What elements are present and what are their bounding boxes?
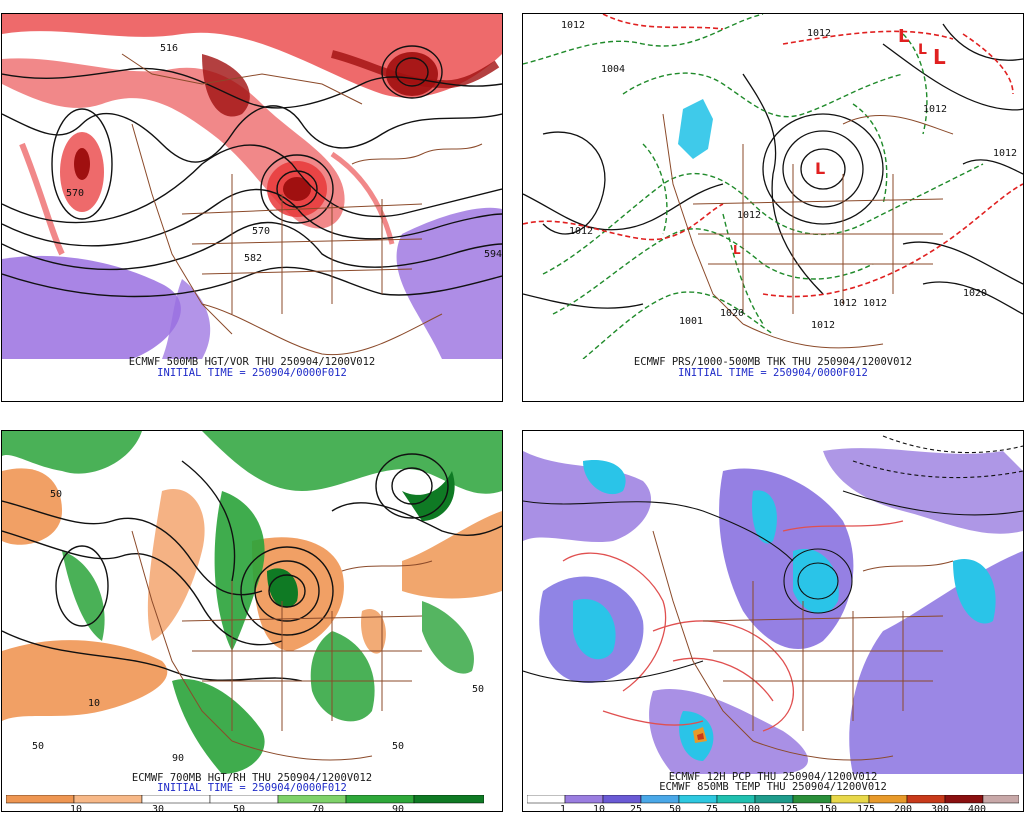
- precip-colorbar: [527, 795, 1019, 804]
- colorbar-tick: 25: [629, 804, 643, 812]
- contour-label: 1012: [993, 148, 1017, 159]
- colorbar-tick: 1: [559, 804, 567, 812]
- contour-label: 90: [172, 753, 184, 764]
- svg-text:L: L: [918, 42, 927, 58]
- panel-precip-850mb-temp: ECMWF 12H PCP THU 250904/1200V012 ECMWF …: [522, 430, 1024, 812]
- contour-label: 516: [160, 43, 178, 54]
- contour-label: 1012: [807, 28, 831, 39]
- contour-label: 582: [244, 253, 262, 264]
- svg-text:L: L: [898, 26, 909, 47]
- colorbar-tick: 70: [311, 804, 325, 812]
- panel-700mb-height-rh: 50 10 90 50 50 50 ECMWF 700MB HGT/RH THU…: [1, 430, 503, 812]
- contour-label: 594: [484, 249, 502, 260]
- contour-label: 1004: [601, 64, 625, 75]
- colorbar-tick: 10: [69, 804, 83, 812]
- contour-label: 1012: [561, 20, 585, 31]
- contour-label: 50: [32, 741, 44, 752]
- initial-time: INITIAL TIME = 250904/0000F012: [157, 782, 347, 794]
- contour-label: 1012: [737, 210, 761, 221]
- initial-time: INITIAL TIME = 250904/0000F012: [678, 367, 868, 379]
- map-precip: [523, 431, 1023, 774]
- contour-label: 1012: [863, 298, 887, 309]
- colorbar-tick: 100: [741, 804, 761, 812]
- panel-caption-2: ECMWF 850MB TEMP THU 250904/1200V012: [659, 781, 887, 793]
- map-700mb: 50 10 90 50 50 50: [2, 431, 502, 774]
- contour-label: 570: [252, 226, 270, 237]
- colorbar-tick: 400: [967, 804, 987, 812]
- colorbar-tick: 75: [705, 804, 719, 812]
- panel-pressure-thickness: L L L L L 1012 1012 1004 1012 1012 1012 …: [522, 13, 1024, 402]
- contour-label: 1012: [923, 104, 947, 115]
- contour-label: 1020: [720, 308, 744, 319]
- colorbar-tick: 50: [668, 804, 682, 812]
- svg-text:L: L: [733, 243, 741, 257]
- contour-label: 1012: [833, 298, 857, 309]
- contour-label: 50: [472, 684, 484, 695]
- colorbar-tick: 125: [779, 804, 799, 812]
- colorbar-tick: 10: [592, 804, 606, 812]
- panel-caption: ECMWF 12H PCP THU 250904/1200V012: [668, 771, 878, 783]
- contour-label: 50: [50, 489, 62, 500]
- panel-500mb-height-vorticity: 516 570 582 594 570 ECMWF 500MB HGT/VOR …: [1, 13, 503, 402]
- svg-text:L: L: [933, 45, 946, 69]
- panel-caption: ECMWF PRS/1000-500MB THK THU 250904/1200…: [633, 356, 913, 368]
- colorbar-tick: 90: [391, 804, 405, 812]
- map-pressure: L L L L L 1012 1012 1004 1012 1012 1012 …: [523, 14, 1023, 359]
- colorbar-tick: 150: [818, 804, 838, 812]
- contour-label: 10: [88, 698, 100, 709]
- panel-caption: ECMWF 500MB HGT/VOR THU 250904/1200V012: [128, 356, 376, 368]
- colorbar-tick: 30: [151, 804, 165, 812]
- panel-caption: ECMWF 700MB HGT/RH THU 250904/1200V012: [131, 772, 373, 784]
- colorbar-tick: 200: [893, 804, 913, 812]
- svg-text:L: L: [815, 159, 825, 178]
- colorbar-tick: 300: [930, 804, 950, 812]
- contour-label: 570: [66, 188, 84, 199]
- contour-label: 1001: [679, 316, 703, 327]
- map-500mb: 516 570 582 594 570: [2, 14, 502, 359]
- rh-colorbar: [6, 795, 484, 804]
- initial-time: INITIAL TIME = 250904/0000F012: [157, 367, 347, 379]
- colorbar-tick: 50: [232, 804, 246, 812]
- contour-label: 50: [392, 741, 404, 752]
- contour-label: 1012: [569, 226, 593, 237]
- contour-label: 1012: [811, 320, 835, 331]
- colorbar-tick: 175: [856, 804, 876, 812]
- contour-label: 1020: [963, 288, 987, 299]
